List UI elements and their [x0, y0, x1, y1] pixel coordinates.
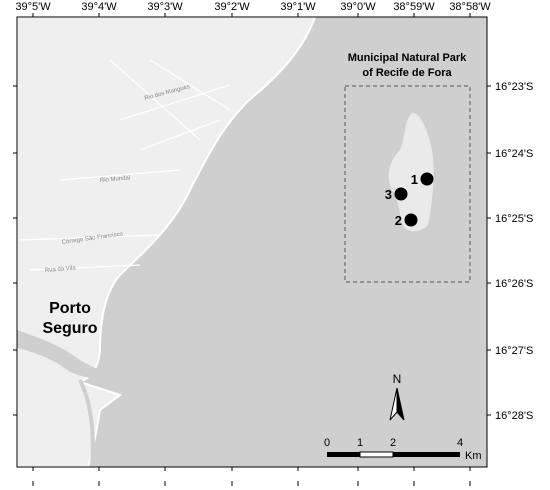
longitude-label: 39°1'W: [280, 1, 316, 13]
island: [388, 112, 434, 232]
site-label: 1: [411, 172, 418, 187]
latitude-label: 16°25'S: [495, 213, 533, 225]
scale-label: 1: [357, 437, 363, 449]
longitude-label: 39°5'W: [15, 1, 51, 13]
scale-segment: [327, 452, 360, 457]
longitude-label: 39°4'W: [81, 1, 117, 13]
park-title: of Recife de Fora: [362, 67, 452, 79]
site-marker: [394, 187, 408, 201]
longitude-label: 39°2'W: [214, 1, 250, 13]
river: [17, 330, 125, 384]
scale-unit: Km: [465, 450, 482, 462]
north-label: N: [393, 372, 402, 386]
longitude-label: 38°58'W: [449, 1, 491, 13]
streets: [19, 59, 231, 271]
latitude-label: 16°26'S: [495, 278, 533, 290]
site-label: 3: [385, 187, 392, 202]
park-title: Municipal Natural Park: [348, 52, 467, 64]
site-label: 2: [395, 213, 402, 228]
site-marker: [420, 172, 434, 186]
site-marker: [404, 213, 418, 227]
longitude-label: 39°3'W: [147, 1, 183, 13]
latitude-label: 16°27'S: [495, 345, 533, 357]
road-label: Rio Mundaí: [100, 175, 131, 184]
longitude-label: 39°0'W: [340, 1, 376, 13]
road-label: Rua da Vila: [45, 265, 77, 274]
scale-segment: [359, 451, 394, 458]
city-label: Porto: [49, 300, 91, 317]
latitude-label: 16°23'S: [495, 81, 533, 93]
river: [78, 379, 95, 468]
north-arrow-right: [396, 387, 405, 421]
latitude-label: 16°28'S: [495, 410, 533, 422]
map-frame: [16, 16, 488, 468]
latitude-label: 16°24'S: [495, 148, 533, 160]
longitude-label: 38°59'W: [393, 1, 435, 13]
scale-segment: [393, 452, 460, 457]
land: [16, 16, 317, 468]
scale-label: 2: [390, 437, 396, 449]
scale-label: 4: [457, 437, 463, 449]
city-label: Seguro: [42, 320, 97, 337]
scale-label: 0: [324, 437, 330, 449]
north-arrow: [389, 387, 405, 421]
